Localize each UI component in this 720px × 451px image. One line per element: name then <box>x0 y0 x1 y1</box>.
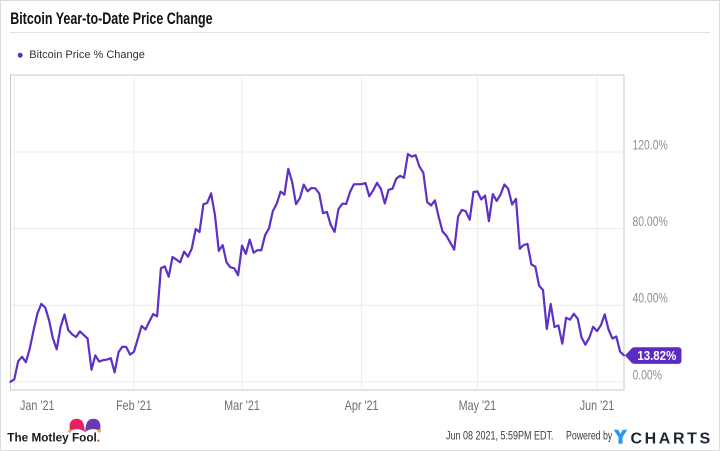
svg-text:Jan '21: Jan '21 <box>20 398 55 413</box>
svg-text:Jun '21: Jun '21 <box>580 398 615 413</box>
svg-text:0.00%: 0.00% <box>633 367 663 383</box>
svg-text:Powered by: Powered by <box>566 429 613 443</box>
svg-text:Feb '21: Feb '21 <box>116 398 152 413</box>
svg-text:CHARTS: CHARTS <box>631 431 713 448</box>
svg-text:Apr '21: Apr '21 <box>345 398 379 413</box>
svg-text:120.0%: 120.0% <box>633 137 668 153</box>
svg-text:Bitcoin Price % Change: Bitcoin Price % Change <box>29 49 145 61</box>
svg-text:Mar '21: Mar '21 <box>224 398 260 413</box>
svg-text:Bitcoin Year-to-Date Price Cha: Bitcoin Year-to-Date Price Change <box>10 10 212 28</box>
svg-text:13.82%: 13.82% <box>637 348 676 363</box>
svg-text:40.00%: 40.00% <box>633 290 668 306</box>
svg-text:The Motley Fool.: The Motley Fool. <box>7 430 100 444</box>
svg-text:80.00%: 80.00% <box>633 214 668 230</box>
svg-text:Jun 08 2021, 5:59PM EDT.: Jun 08 2021, 5:59PM EDT. <box>446 429 553 443</box>
svg-text:May '21: May '21 <box>459 398 497 413</box>
